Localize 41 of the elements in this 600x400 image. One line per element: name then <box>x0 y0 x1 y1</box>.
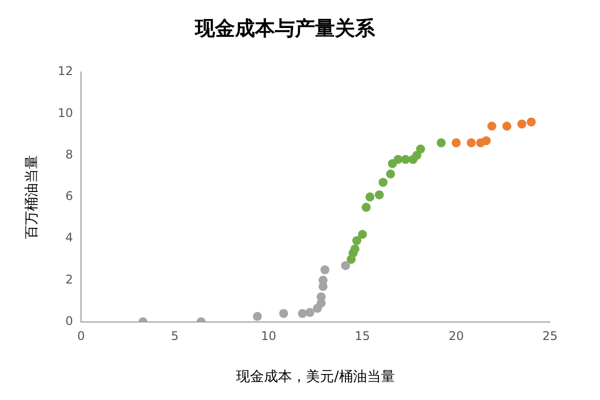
point <box>436 138 446 148</box>
y-tick-label: 2 <box>65 272 74 286</box>
point <box>341 261 350 270</box>
y-tick-label: 4 <box>65 230 74 245</box>
point <box>466 138 476 148</box>
point <box>358 230 367 239</box>
point <box>374 190 384 200</box>
point <box>401 154 410 164</box>
y-tick-label: 10 <box>58 106 74 120</box>
point <box>526 117 536 126</box>
chart-title: 现金成本与产量关系 <box>194 16 376 40</box>
y-tick-label: 12 <box>58 64 74 78</box>
point <box>517 120 526 129</box>
point <box>452 138 461 148</box>
point <box>416 144 426 154</box>
point <box>378 178 388 187</box>
point <box>394 154 403 164</box>
point <box>252 312 262 321</box>
point <box>487 122 496 131</box>
point <box>279 308 288 318</box>
y-tick-label: 6 <box>65 189 74 204</box>
x-tick-label: 15 <box>354 329 370 344</box>
point <box>298 308 307 318</box>
x-tick-label: 0 <box>77 329 85 344</box>
point <box>320 265 330 274</box>
x-tick-label: 10 <box>261 329 276 344</box>
point <box>502 122 512 131</box>
point <box>365 192 374 202</box>
y-axis-title: 百万桶油当量 <box>24 154 40 239</box>
point <box>386 170 396 178</box>
point <box>362 202 371 212</box>
point <box>350 244 360 254</box>
x-tick-label: 20 <box>448 329 464 344</box>
y-tick-label: 8 <box>65 147 74 162</box>
x-axis-title: 现金成本，美元/桶油当量 <box>236 369 395 386</box>
y-tick-label: 0 <box>65 314 74 328</box>
point <box>305 308 314 317</box>
point <box>482 136 491 146</box>
point <box>352 236 362 246</box>
x-tick-label: 25 <box>542 329 558 344</box>
x-tick-label: 5 <box>171 329 179 344</box>
